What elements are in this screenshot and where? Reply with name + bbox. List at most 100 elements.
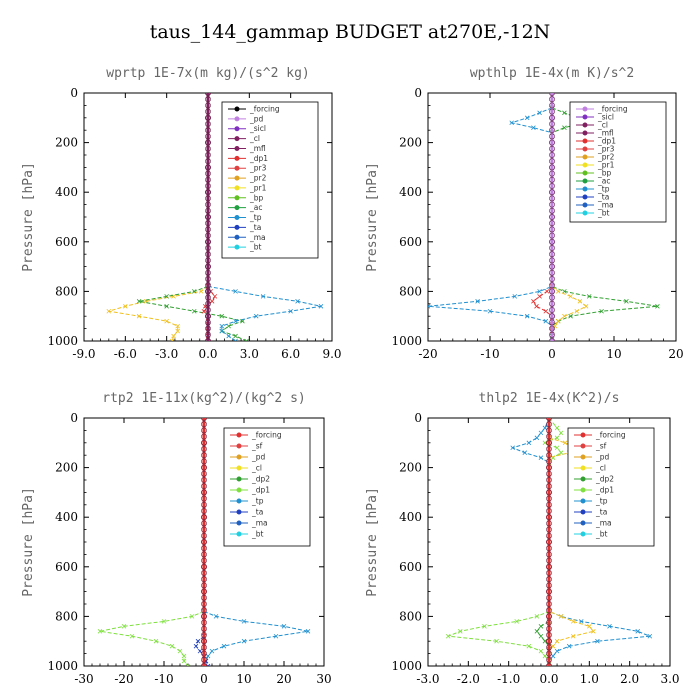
data-point xyxy=(185,663,191,666)
zero-marker xyxy=(549,108,555,115)
y-tick-label: 600 xyxy=(399,560,422,574)
zero-marker xyxy=(201,526,207,533)
data-point xyxy=(153,638,159,644)
data-point xyxy=(226,323,231,329)
legend-swatch-marker xyxy=(582,106,588,112)
data-point xyxy=(570,633,576,639)
zero-marker xyxy=(549,263,555,270)
legend-entry: _cl xyxy=(595,464,606,473)
zero-marker xyxy=(546,464,552,471)
data-point xyxy=(534,614,540,619)
zero-marker xyxy=(205,214,211,220)
zero-marker xyxy=(546,539,552,545)
data-point xyxy=(209,648,215,654)
panel-title: rtp2 1E-11x(kg^2)/(kg^2 s) xyxy=(102,391,306,406)
zero-marker xyxy=(546,532,552,539)
legend-swatch-marker xyxy=(234,126,240,132)
zero-marker xyxy=(549,114,555,121)
x-tick-label: -2.0 xyxy=(457,672,480,686)
data-point xyxy=(233,333,238,339)
data-point xyxy=(514,619,520,624)
data-point xyxy=(123,303,128,309)
zero-marker xyxy=(201,570,207,576)
zero-marker xyxy=(205,238,211,245)
data-point xyxy=(97,628,103,634)
data-point xyxy=(510,445,515,451)
legend-entry: _ac xyxy=(597,177,610,186)
zero-marker xyxy=(546,501,552,508)
legend-entry: _mfl xyxy=(597,129,614,138)
data-point xyxy=(219,323,225,329)
data-point xyxy=(624,299,629,304)
y-axis-label: Pressure [hPa] xyxy=(365,162,380,272)
data-point xyxy=(305,628,311,634)
zero-marker xyxy=(205,189,211,196)
data-point xyxy=(191,308,197,314)
legend-entry: _pr1 xyxy=(249,183,267,192)
data-point xyxy=(164,303,169,309)
zero-marker xyxy=(549,152,555,158)
data-point xyxy=(288,308,293,314)
legend-swatch-marker xyxy=(582,122,588,128)
legend-swatch-marker xyxy=(234,106,240,112)
legend-swatch-marker xyxy=(582,162,588,168)
zero-marker xyxy=(201,625,207,632)
y-tick-label: 600 xyxy=(399,235,422,249)
zero-marker xyxy=(546,601,552,607)
data-point xyxy=(193,643,199,649)
data-point xyxy=(554,435,560,441)
legend-entry: _pd xyxy=(595,453,610,462)
zero-marker xyxy=(201,594,207,601)
panel-title: thlp2 1E-4x(K^2)/s xyxy=(479,391,620,406)
zero-marker xyxy=(546,632,552,638)
data-point xyxy=(568,294,573,299)
data-point xyxy=(181,658,187,664)
legend-entry: _tp xyxy=(249,213,262,222)
y-tick-label: 600 xyxy=(55,560,78,574)
legend-swatch-marker xyxy=(580,520,586,526)
y-tick-label: 0 xyxy=(70,411,78,425)
zero-marker xyxy=(201,514,207,521)
data-point xyxy=(554,648,560,654)
data-point xyxy=(136,313,142,319)
legend-entry: _forcing xyxy=(597,105,628,114)
data-point xyxy=(555,318,561,324)
zero-marker xyxy=(546,477,552,483)
zero-marker xyxy=(205,220,211,227)
x-tick-label: -10 xyxy=(154,672,173,686)
data-point xyxy=(169,338,175,341)
legend-entry: _bt xyxy=(249,243,262,252)
y-tick-label: 800 xyxy=(55,284,78,298)
data-point xyxy=(273,633,279,639)
legend-swatch-marker xyxy=(234,185,240,191)
zero-marker xyxy=(546,489,552,496)
legend-entry: _cl xyxy=(597,121,608,130)
x-tick-label: 3.0 xyxy=(660,672,679,686)
zero-marker xyxy=(201,483,207,490)
zero-marker xyxy=(205,183,211,189)
data-point xyxy=(121,624,127,629)
data-point xyxy=(164,318,169,324)
data-point xyxy=(568,313,573,319)
data-point xyxy=(554,425,560,431)
x-tick-label: 30 xyxy=(316,672,331,686)
zero-marker xyxy=(205,201,211,208)
legend-swatch-marker xyxy=(236,520,242,526)
legend-entry: _pd xyxy=(251,453,266,462)
data-point xyxy=(550,653,556,659)
zero-marker xyxy=(201,638,207,645)
zero-marker xyxy=(201,650,207,657)
legend-swatch-marker xyxy=(580,465,586,471)
y-tick-label: 200 xyxy=(55,461,78,475)
data-point xyxy=(562,110,567,116)
data-point xyxy=(136,299,142,304)
zero-marker xyxy=(205,121,211,127)
zero-marker xyxy=(546,607,552,614)
data-point xyxy=(175,323,180,329)
y-tick-label: 1000 xyxy=(47,659,78,673)
data-point xyxy=(534,303,539,309)
zero-marker xyxy=(205,108,211,115)
y-tick-label: 400 xyxy=(399,510,422,524)
zero-marker xyxy=(201,427,207,434)
y-axis-label: Pressure [hPa] xyxy=(21,162,36,272)
